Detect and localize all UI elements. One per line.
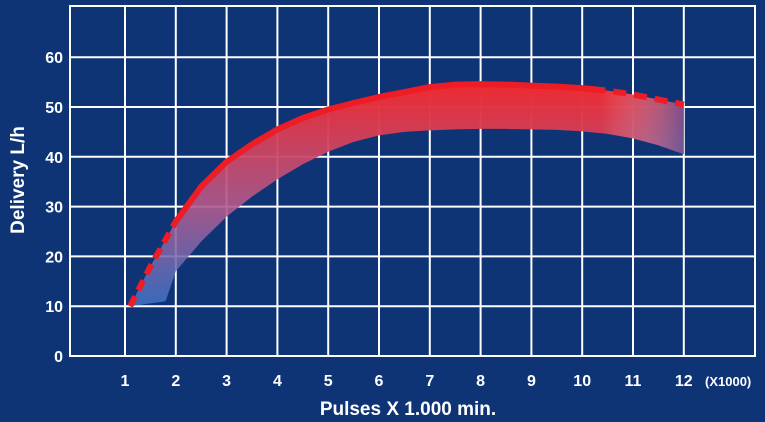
x-tick-label: 9 xyxy=(527,373,536,390)
delivery-curve xyxy=(127,81,685,308)
x-tick-label: 1 xyxy=(121,373,130,390)
x-tick-label: 3 xyxy=(222,373,231,390)
curve-dashed-end xyxy=(592,86,685,108)
y-tick-label: 10 xyxy=(45,299,63,316)
x-tick-label: 10 xyxy=(573,373,591,390)
x-tick-label: 7 xyxy=(425,373,434,390)
x-tick-label: 5 xyxy=(324,373,333,390)
y-tick-label: 50 xyxy=(45,100,63,117)
y-axis-ticks: 0 10 20 30 40 50 60 xyxy=(45,50,63,366)
x-axis-title: Pulses X 1.000 min. xyxy=(320,399,496,420)
y-tick-label: 60 xyxy=(45,50,63,67)
plot-frame xyxy=(69,5,756,357)
y-tick-label: 40 xyxy=(45,150,63,167)
chart-grid xyxy=(69,5,756,357)
delivery-range-band xyxy=(130,84,684,307)
x-tick-label: 8 xyxy=(476,373,485,390)
x-tick-label: 6 xyxy=(375,373,384,390)
x-axis-ticks: 1 2 3 4 5 6 7 8 9 10 11 12 xyxy=(121,373,693,390)
band-edge-fade xyxy=(130,84,684,307)
x-tick-label: 12 xyxy=(675,373,693,390)
y-tick-label: 20 xyxy=(45,249,63,266)
curve-dashed-start xyxy=(127,220,179,308)
x-tick-label: 11 xyxy=(625,373,642,390)
y-tick-label: 0 xyxy=(54,349,63,366)
curve-solid-line xyxy=(172,81,596,225)
y-axis-title: Delivery L/h xyxy=(8,126,29,234)
x-tick-label: 2 xyxy=(171,373,180,390)
x-unit-note: (X1000) xyxy=(705,374,751,389)
x-tick-label: 4 xyxy=(273,373,282,390)
y-tick-label: 30 xyxy=(45,200,63,217)
